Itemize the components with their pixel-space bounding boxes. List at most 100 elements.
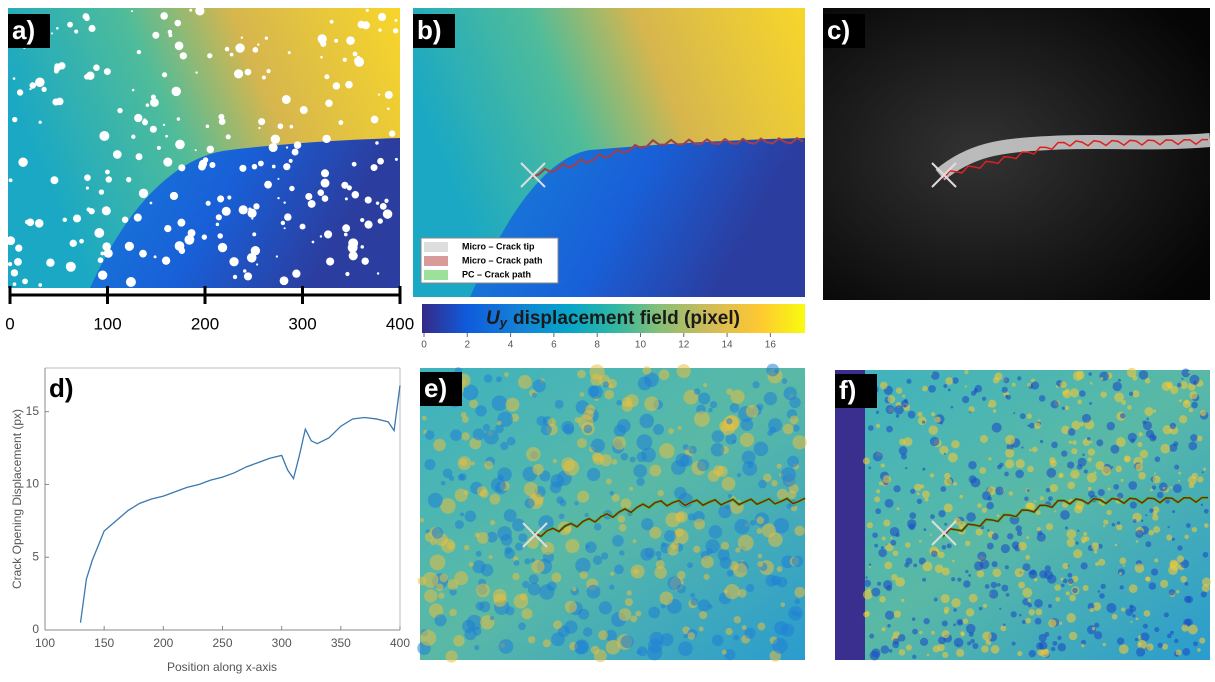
speckle [1019,413,1026,420]
speckle [1150,568,1159,576]
speckle [868,565,871,568]
speckle [438,592,445,599]
y-tick-label: 10 [26,477,40,491]
speckle [674,486,687,500]
speckle [629,486,634,491]
y-axis-label: Crack Opening Displacement (px) [10,409,24,589]
speckle [242,269,247,273]
speckle [619,550,625,556]
speckle [976,570,985,578]
speckle [348,251,358,261]
speckle [690,592,695,598]
crack-tip [520,162,546,188]
speckle [1067,572,1073,578]
speckle [774,621,789,636]
speckle [968,406,975,413]
speckle [609,490,615,496]
speckle [342,224,351,233]
speckle [1170,386,1179,395]
speckle [917,411,923,417]
speckle [981,507,987,513]
speckle [953,608,957,612]
speckle [877,581,882,586]
speckle [175,139,185,150]
speckle [527,635,536,644]
speckle [871,648,881,658]
speckle [479,601,491,613]
speckle [504,372,509,377]
speckle [218,118,226,125]
speckle [513,593,529,609]
speckle [903,437,913,447]
speckle [498,639,514,654]
speckle [694,411,710,427]
speckle [563,459,580,476]
speckle [556,496,564,504]
speckle [601,552,609,560]
speckle [1008,491,1014,496]
speckle [889,526,900,537]
speckle [1025,617,1032,624]
speckle [576,438,587,449]
speckle [592,453,605,465]
scale-tick-label: 400 [386,314,414,333]
speckle [24,219,30,225]
speckle [1036,527,1041,532]
speckle [221,206,231,216]
speckle [38,120,42,124]
colorbar-tick-label: 4 [508,340,514,351]
speckle [1014,568,1024,578]
speckle [483,374,493,383]
speckle [1026,488,1030,493]
speckle [733,634,739,641]
speckle [1027,602,1033,608]
crack-path [534,497,806,538]
speckle [12,282,17,286]
speckle [747,462,754,469]
speckle [769,426,777,434]
speckle [771,479,778,487]
speckle [130,10,134,13]
speckle [271,164,276,169]
speckle [874,543,879,548]
speckle [277,177,280,180]
colorbar-tick-label: 16 [765,340,777,351]
speckle [953,623,957,627]
speckle [1106,421,1116,431]
speckle [960,631,965,636]
speckle [598,601,612,615]
speckle [238,205,248,215]
speckle [440,498,456,514]
speckle [1167,384,1173,389]
speckle [292,269,301,278]
speckle [894,405,904,415]
speckle [257,43,260,46]
crack-tip [931,520,957,546]
speckle [620,635,634,649]
speckle [1036,532,1046,542]
speckle [1087,486,1092,491]
speckle [602,381,609,388]
speckle [741,450,756,465]
speckle [1017,376,1022,381]
speckle [705,539,720,554]
speckle [264,180,272,189]
speckle [324,74,330,80]
speckle [1196,435,1203,442]
speckle [756,528,763,534]
speckle [641,518,654,531]
speckle [1117,492,1124,499]
speckle [726,388,733,395]
speckle [424,589,438,603]
speckle [667,544,679,556]
speckle [1172,483,1182,493]
speckle [1071,448,1078,455]
speckle [163,157,173,167]
speckle [375,201,380,205]
x-tick-label: 150 [94,636,114,650]
speckle [938,510,946,518]
speckle [532,379,546,393]
speckle [577,369,586,379]
speckle [594,523,602,531]
speckle [1137,441,1143,448]
